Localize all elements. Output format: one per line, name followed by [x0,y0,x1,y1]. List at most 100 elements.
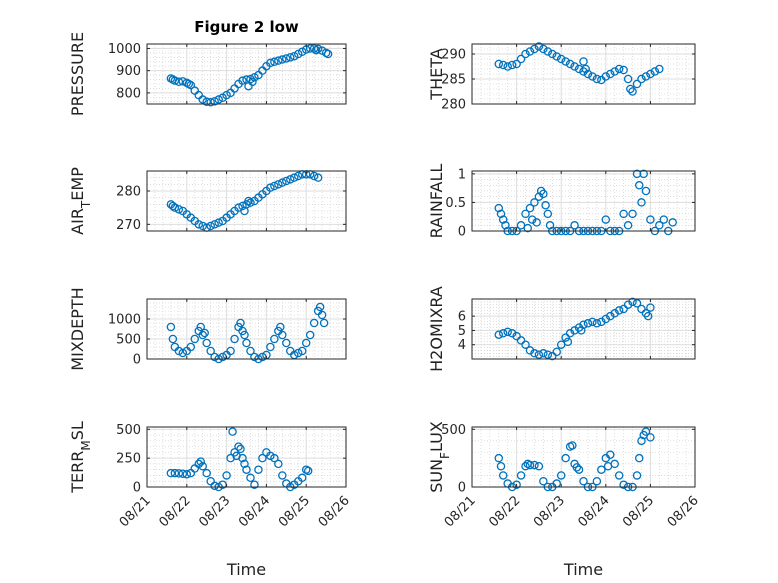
data-point [246,346,255,356]
data-point [236,318,245,328]
data-point [521,340,530,349]
y-axis-label: THETA [427,48,446,100]
y-tick-label: 5 [458,324,466,339]
data-point [313,44,323,54]
data-point [305,330,315,340]
data-point [305,44,315,53]
axes-frame [146,43,347,105]
data-point [236,444,245,454]
data-point [210,97,219,106]
y-tick-label: 0 [133,481,141,496]
data-point [498,60,508,70]
y-axis-label: MIXDEPTH [68,287,87,370]
y-tick-label: 280 [116,185,141,200]
data-point [543,350,553,359]
data-point [168,334,178,344]
data-point [494,59,504,69]
data-point [637,436,646,446]
data-point [556,471,566,480]
x-axis-label: Time [563,560,603,579]
data-point [240,206,249,216]
data-point [174,469,184,478]
y-tick-label: 0 [458,481,466,496]
data-point [548,351,557,361]
data-point [190,334,200,344]
data-point [565,329,575,338]
data-point [174,77,184,87]
data-point [626,84,635,94]
data-point [565,59,575,69]
data-point [202,468,211,478]
data-point [496,461,506,471]
data-point [311,45,321,55]
data-point [632,471,642,480]
axes-border [471,298,696,360]
data-point [577,326,586,335]
data-point [516,336,526,345]
y-tick-label: 1000 [108,42,141,57]
data-point [170,76,180,85]
data-point [198,461,207,471]
y-tick-label: 1 [458,167,466,182]
data-point [278,471,287,480]
y-axis-label: PRESSURE [68,32,87,116]
data-point [530,349,539,358]
data-point [498,215,508,224]
data-point [601,215,611,224]
axes-border [471,426,696,488]
data-point [206,97,215,107]
data-point [498,329,508,338]
y-axis-label: TERRMSL [68,421,93,494]
data-point [635,453,644,463]
data-point [583,319,593,328]
data-point [541,201,550,210]
data-point [512,59,521,69]
data-point [561,57,570,66]
data-point [574,465,584,474]
data-point [202,338,211,348]
data-point [628,87,637,96]
data-point [632,79,642,89]
data-point [525,346,535,355]
subplot-terr-msl: 0 250 500 08/21 08/22 08/23 08/24 08/25 08/26 TER… [68,421,353,579]
data-point [240,330,249,340]
data-point [194,220,203,229]
data-point [494,203,504,213]
data-point [637,304,646,314]
subplot-air-temp: 270 280 AIRTEMP [68,167,347,235]
y-tick-label: 500 [116,333,141,348]
data-point [650,67,660,76]
data-point [570,62,579,71]
data-point [512,480,521,489]
data-point [196,322,205,332]
data-point [282,338,291,348]
data-point [516,54,526,64]
data-point [539,476,548,486]
data-point [579,57,588,66]
data-point [523,459,533,469]
data-point [619,480,628,489]
data-point [498,471,508,480]
x-tick-label: 08/21 [442,493,479,530]
data-point [525,47,535,56]
y-axis-label: SUNFLUX [427,421,452,493]
data-point [521,461,530,471]
data-point [592,319,602,328]
data-point [579,320,588,329]
data-point [230,334,239,344]
data-point [623,74,633,84]
data-point [210,220,219,229]
data-point [655,64,664,74]
data-point [278,330,287,340]
data-point [637,198,646,207]
data-point [274,459,283,469]
data-point [614,306,624,315]
y-tick-label: 250 [116,452,141,467]
axes-border [471,170,696,232]
data-point [646,303,655,312]
y-axis-label: AIRTEMP [68,167,93,235]
subplot-mixdepth: 0 500 1000 MIXDEPTH [68,287,347,371]
data-point [570,221,579,230]
data-point [317,310,327,320]
data-point [548,49,557,59]
